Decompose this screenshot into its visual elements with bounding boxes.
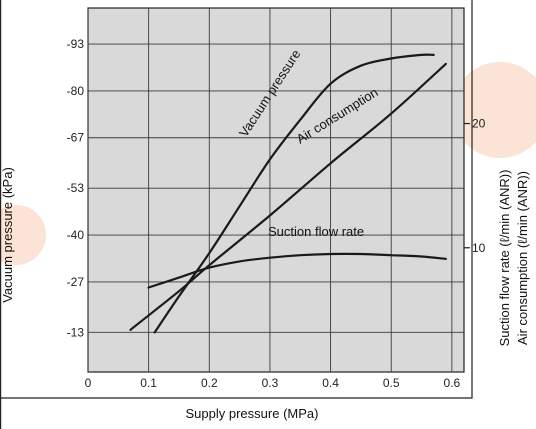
y-axis-title: Vacuum pressure (kPa): [0, 167, 15, 303]
x-tick-label: 0.4: [322, 376, 339, 390]
y-tick-label: -13: [67, 325, 85, 339]
chart-frame: [0, 0, 473, 429]
y-tick-label: -53: [67, 181, 85, 195]
series-line-vacuum-pressure: [153, 53, 435, 334]
curve-label-suction-flow-rate: Suction flow rate: [268, 224, 364, 239]
grid: [87, 8, 464, 372]
y-tick-label: -40: [67, 228, 85, 242]
watermark-circle-left: [0, 205, 46, 265]
series-line-air-consumption: [129, 62, 447, 331]
y2-tick-label: 20: [472, 117, 486, 131]
tick-labels: 0 0.1 0.2 0.3 0.4 0.5 0.6 -93 -80 -67 -53 -40 -27 -13…: [67, 37, 486, 390]
y2-axis-title-suction-flow: Suction flow rate (ℓ/min (ANR)): [497, 170, 512, 347]
watermark-circle: [452, 62, 536, 158]
x-tick-label: 0.3: [262, 376, 279, 390]
x-tick-label: 0.2: [201, 376, 218, 390]
curves: [129, 53, 447, 334]
series-line-suction-flow-rate: [147, 252, 447, 289]
plot-area: [87, 7, 465, 373]
y-tick-label: -93: [67, 37, 85, 51]
y2-axis-title-air-consumption: Air consumption (ℓ/min (ANR)): [515, 171, 530, 345]
x-tick-label: 0.6: [444, 376, 461, 390]
outer-frame: [0, 0, 473, 399]
x-tick-label: 0.5: [383, 376, 400, 390]
y-tick-label: -80: [67, 84, 85, 98]
y-tick-label: -27: [67, 275, 85, 289]
x-tick-label: 0: [85, 376, 92, 390]
y2-tick-label: 10: [472, 241, 486, 255]
y-tick-label: -67: [67, 131, 85, 145]
x-tick-label: 0.1: [140, 376, 157, 390]
x-axis-title: Supply pressure (MPa): [186, 406, 319, 421]
